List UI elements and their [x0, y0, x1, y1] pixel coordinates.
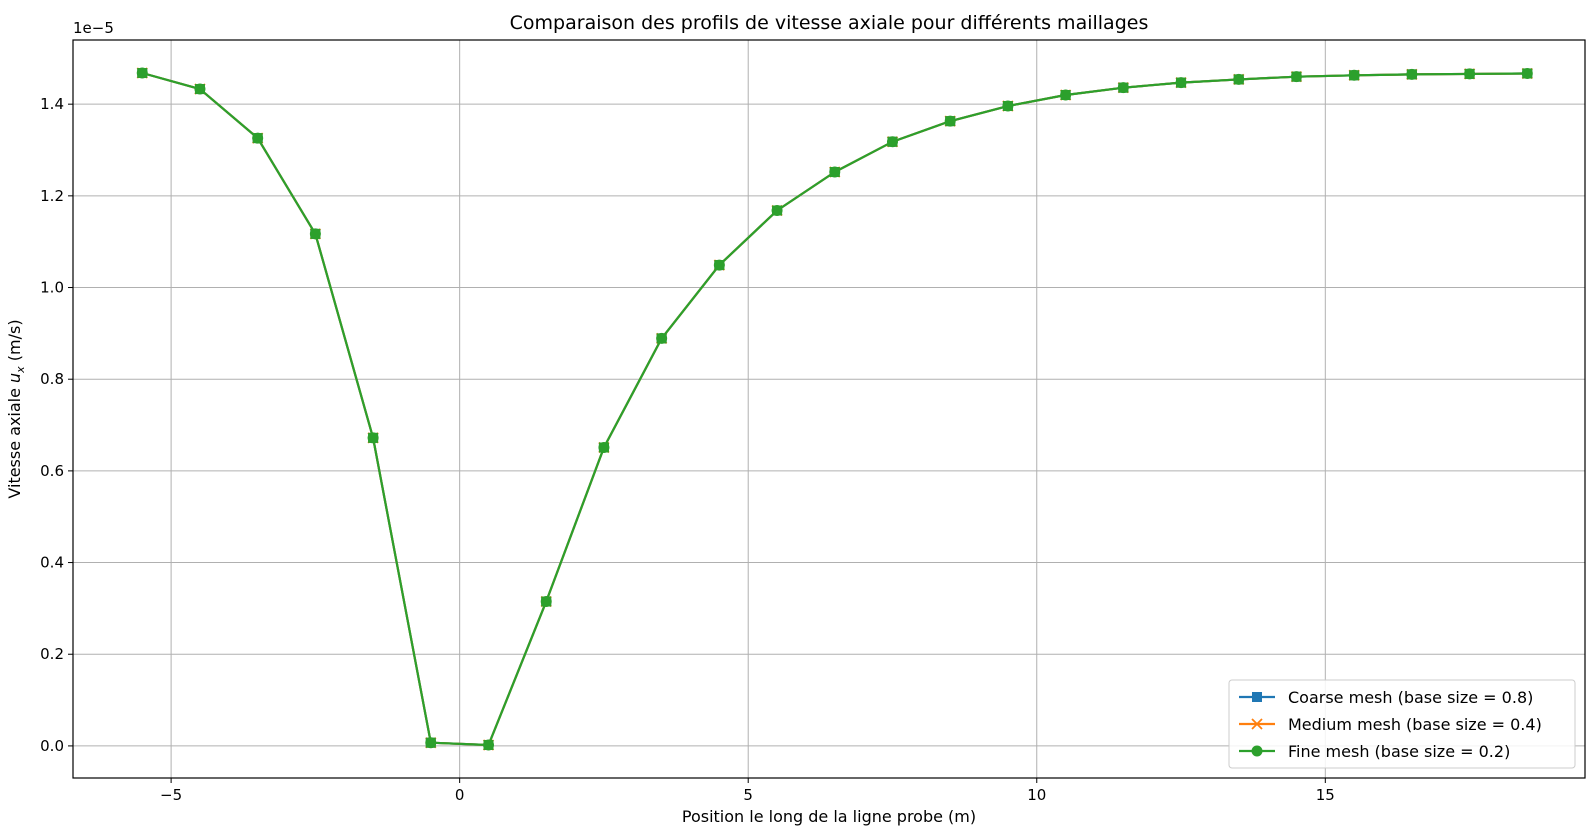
- data-point: [425, 737, 436, 748]
- data-point: [368, 432, 379, 443]
- legend-entry-3: Fine mesh (base size = 0.2): [1239, 742, 1510, 761]
- axis-ticks: −5 0 5 10 15 0.0 0.2 0.4 0.6 0.8 1.0 1.2 1.4: [40, 95, 1335, 804]
- series-layer: [136, 67, 1533, 751]
- data-point: [1118, 82, 1129, 93]
- x-axis-label: Position le long de la ligne probe (m): [682, 807, 976, 826]
- legend-marker: [1251, 718, 1263, 730]
- data-point: [1349, 70, 1360, 81]
- x-tick-label: 10: [1027, 786, 1046, 804]
- y-tick-label: 0.0: [40, 737, 64, 755]
- data-point: [1406, 69, 1417, 80]
- data-point: [772, 205, 783, 216]
- data-point: [1233, 74, 1244, 85]
- grid: [73, 40, 1585, 778]
- y-axis-label-symbol: u: [5, 373, 24, 383]
- data-point: [656, 333, 667, 344]
- legend-marker: [1251, 745, 1263, 757]
- data-point: [194, 84, 205, 95]
- x-tick-label: −5: [160, 786, 182, 804]
- data-point: [1176, 77, 1187, 88]
- overlay-markers: [137, 68, 1533, 750]
- y-tick-label: 1.0: [40, 279, 64, 297]
- x-tick-label: 15: [1316, 786, 1335, 804]
- legend-entries: Coarse mesh (base size = 0.8) Medium mesh…: [1239, 688, 1542, 761]
- x-tick-label: 5: [743, 786, 753, 804]
- legend-label: Coarse mesh (base size = 0.8): [1288, 688, 1533, 707]
- legend-entry-1: Coarse mesh (base size = 0.8): [1239, 688, 1533, 707]
- legend-box: [1228, 679, 1576, 769]
- legend-entry-2: Medium mesh (base size = 0.4): [1239, 715, 1542, 734]
- data-point: [483, 739, 494, 750]
- plot-frame: [72, 39, 1586, 779]
- y-axis-label-subscript: x: [14, 366, 27, 374]
- data-point: [1464, 68, 1475, 79]
- data-point: [1291, 71, 1302, 82]
- data-point: [1522, 68, 1533, 79]
- data-point: [1002, 101, 1013, 112]
- data-point: [252, 133, 263, 144]
- data-point: [541, 596, 552, 607]
- data-point: [887, 136, 898, 147]
- x-marker-stroke: [1251, 718, 1263, 730]
- legend-marker: [1252, 692, 1262, 702]
- legend-label: Fine mesh (base size = 0.2): [1288, 742, 1510, 761]
- y-tick-label: 0.6: [40, 462, 64, 480]
- y-offset-text: 1e−5: [73, 19, 114, 37]
- chart-title: Comparaison des profils de vitesse axial…: [510, 12, 1149, 34]
- data-point: [598, 442, 609, 453]
- data-point: [945, 116, 956, 127]
- data-point: [1060, 90, 1071, 101]
- data-point: [137, 68, 148, 79]
- legend: Coarse mesh (base size = 0.8) Medium mesh…: [1228, 679, 1576, 769]
- legend-label: Medium mesh (base size = 0.4): [1288, 715, 1542, 734]
- y-axis-label: Vitesse axiale ux (m/s): [5, 319, 27, 498]
- y-tick-label: 1.2: [40, 187, 64, 205]
- y-tick-label: 1.4: [40, 95, 64, 113]
- y-tick-label: 0.8: [40, 370, 64, 388]
- y-tick-label: 0.4: [40, 554, 64, 572]
- y-tick-label: 0.2: [40, 645, 64, 663]
- data-point: [310, 228, 321, 239]
- x-tick-label: 0: [455, 786, 465, 804]
- y-axis-label-unit: (m/s): [5, 319, 24, 366]
- data-point: [714, 260, 725, 271]
- data-point: [829, 167, 840, 178]
- y-axis-label-prefix: Vitesse axiale: [5, 383, 24, 499]
